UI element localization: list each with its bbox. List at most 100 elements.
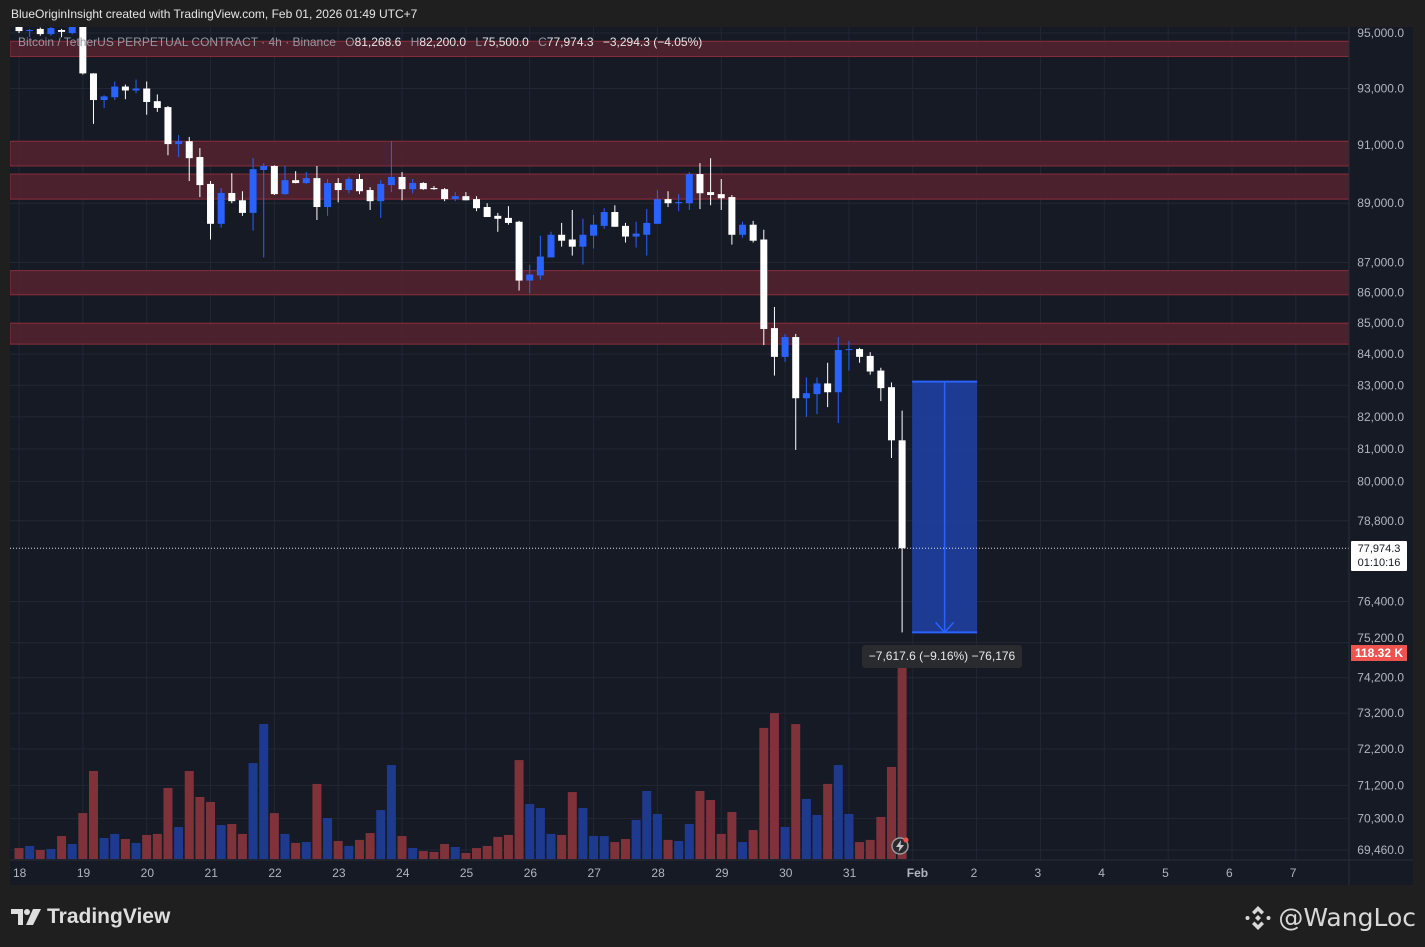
tradingview-logo[interactable]: TradingView <box>11 905 170 929</box>
volume-bar <box>876 816 886 859</box>
candle <box>717 178 725 210</box>
price-zone[interactable] <box>10 140 1349 167</box>
volume-bar <box>897 650 907 859</box>
volume-tag: 118.32 K <box>1351 645 1407 661</box>
candle <box>292 171 300 184</box>
candle-body <box>419 183 427 190</box>
volume-bar <box>408 848 418 859</box>
candle <box>504 206 512 225</box>
price-tick-label: 70,300.0 <box>1357 812 1404 826</box>
price-tick-label: 83,000.0 <box>1357 378 1404 392</box>
candle-body <box>89 73 97 101</box>
candle <box>302 172 310 184</box>
volume-bar <box>610 842 620 859</box>
open-label: O <box>345 35 355 49</box>
candle-body <box>845 349 853 351</box>
volume-bar <box>727 812 737 859</box>
candle-body <box>696 174 704 194</box>
candle <box>728 195 736 245</box>
candle-body <box>834 350 842 393</box>
price-tick-label: 80,000.0 <box>1357 474 1404 488</box>
candle <box>877 367 885 402</box>
time-tick-label: 7 <box>1290 866 1297 880</box>
chart-panel[interactable] <box>10 27 1413 885</box>
volume-bar <box>472 848 482 859</box>
candle-body <box>47 28 55 35</box>
candle <box>611 205 619 227</box>
candle-body <box>898 440 906 549</box>
candle <box>228 173 236 204</box>
candle-body <box>685 174 693 204</box>
time-tick-label: 29 <box>715 866 729 880</box>
candle <box>536 235 544 280</box>
candle <box>217 188 225 228</box>
volume-bar <box>259 724 269 859</box>
candle-body <box>132 88 140 91</box>
price-zone[interactable] <box>10 270 1349 296</box>
candle <box>387 141 395 193</box>
candle-body <box>483 207 491 218</box>
time-tick-label: 20 <box>141 866 155 880</box>
candle <box>824 362 832 408</box>
change-value: −3,294.3 (−4.05%) <box>602 35 703 49</box>
candle <box>132 79 140 94</box>
candle <box>473 196 481 212</box>
price-range-measure[interactable] <box>912 380 978 634</box>
candle <box>898 410 906 633</box>
price-tick-label: 89,000.0 <box>1357 196 1404 210</box>
candle-body <box>36 28 44 35</box>
time-tick-label: 21 <box>205 866 219 880</box>
price-zone[interactable] <box>10 40 1349 57</box>
volume-bar <box>706 800 716 859</box>
volume-bar <box>482 845 492 859</box>
time-tick-label: Feb <box>907 866 928 880</box>
candle-body <box>877 370 885 389</box>
candle-body <box>887 387 895 441</box>
candle-body <box>536 256 544 276</box>
time-tick-label: 31 <box>843 866 857 880</box>
price-tick-label: 85,000.0 <box>1357 316 1404 330</box>
volume-bar <box>418 851 428 859</box>
candle <box>781 333 789 362</box>
price-zone[interactable] <box>10 322 1349 345</box>
arrow-down-icon <box>935 621 955 634</box>
volume-bar <box>865 839 875 859</box>
candle <box>15 27 23 33</box>
price-tick-label: 69,460.0 <box>1357 843 1404 857</box>
volume-bar <box>652 813 662 859</box>
time-axis[interactable]: 18 19 20 21 22 23 24 25 26 27 28 29 30 31 Feb 2 3 4 5 6 7 <box>13 866 1297 880</box>
volume-bar <box>780 827 790 859</box>
candle <box>419 182 427 190</box>
price-axis[interactable]: 95,000.0 93,000.0 91,000.0 89,000.0 87,000.0… <box>1357 26 1404 857</box>
candle <box>143 81 151 115</box>
candle-body <box>260 165 268 171</box>
candle-body <box>611 212 619 227</box>
candle-body <box>707 192 715 196</box>
candle <box>579 218 587 265</box>
candle <box>792 333 800 450</box>
candle <box>26 28 34 38</box>
candle <box>260 163 268 258</box>
close-label: C <box>538 35 547 49</box>
candle <box>249 158 257 231</box>
candle-body <box>270 165 278 195</box>
lightning-icon[interactable] <box>890 836 910 856</box>
open-value: 81,268.6 <box>354 35 402 49</box>
volume-bar <box>503 834 513 859</box>
binance-diamond-icon <box>1245 905 1271 930</box>
volume-bar <box>280 833 290 859</box>
candle <box>398 172 406 201</box>
volume-bar <box>376 810 386 859</box>
price-tick-label: 81,000.0 <box>1357 442 1404 456</box>
candle <box>238 191 246 216</box>
candle <box>707 158 715 206</box>
volume-bar <box>461 852 471 859</box>
candle-body <box>451 196 459 200</box>
candle <box>270 165 278 196</box>
candle-body <box>185 141 193 159</box>
candle-body <box>728 197 736 235</box>
volume-bar <box>110 833 120 859</box>
chart-credit-header: BlueOriginInsight created with TradingVi… <box>11 7 418 21</box>
volume-bar <box>14 848 24 859</box>
